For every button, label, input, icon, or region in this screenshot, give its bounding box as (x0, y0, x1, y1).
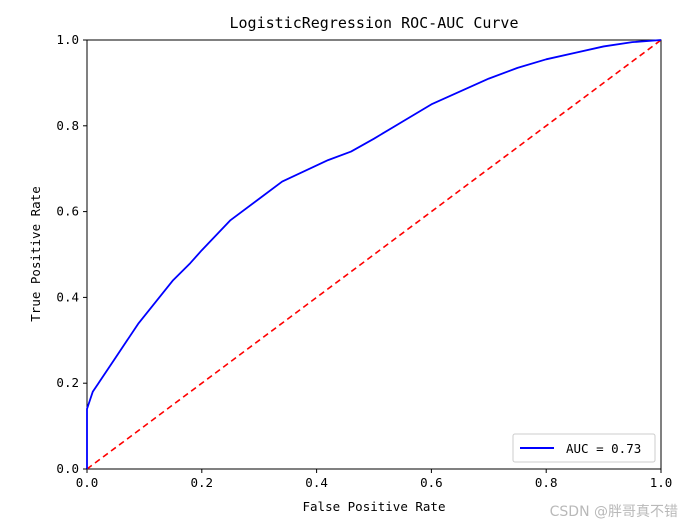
x-axis-label: False Positive Rate (303, 499, 446, 514)
y-tick-label: 0.8 (56, 118, 79, 133)
chart-title: LogisticRegression ROC-AUC Curve (230, 14, 519, 32)
y-tick-label: 0.4 (56, 289, 79, 304)
legend-box (512, 433, 656, 463)
x-tick-label: 1.0 (650, 475, 673, 490)
roc-curve-line (86, 39, 662, 469)
y-axis-label: True Positive Rate (28, 186, 43, 321)
x-tick-label: 0.6 (420, 475, 443, 490)
legend-label: AUC = 0.73 (566, 441, 641, 456)
y-tick-label: 1.0 (56, 32, 79, 47)
plot-area (86, 39, 662, 470)
x-tick-label: 0.0 (76, 475, 99, 490)
x-axis-ticks: 0.0 0.2 0.4 0.6 0.8 1.0 (76, 469, 673, 490)
roc-curve-layer (86, 39, 662, 469)
watermark: CSDN @胖哥真不错 (549, 504, 678, 520)
x-tick-label: 0.4 (305, 475, 328, 490)
x-tick-label: 0.8 (535, 475, 558, 490)
y-axis-ticks: 0.0 0.2 0.4 0.6 0.8 1.0 (56, 32, 87, 476)
y-tick-label: 0.2 (56, 375, 79, 390)
y-tick-label: 0.6 (56, 204, 79, 219)
plot-frame (86, 39, 662, 470)
legend: AUC = 0.73 (512, 433, 656, 463)
x-tick-label: 0.2 (191, 475, 214, 490)
y-tick-label: 0.0 (56, 461, 79, 476)
